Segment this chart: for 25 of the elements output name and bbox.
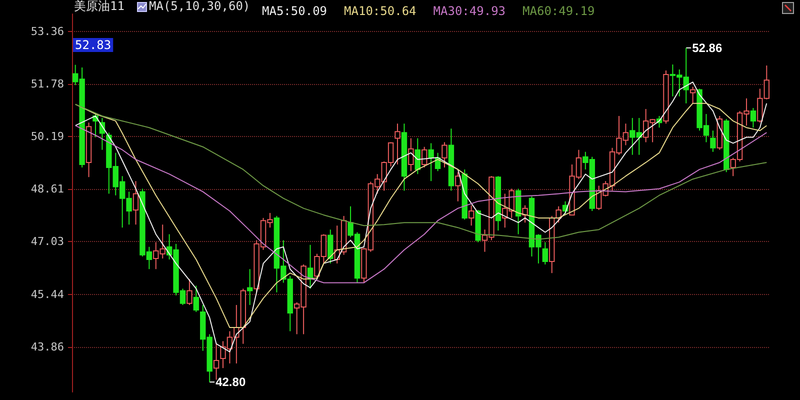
y-tick-label: 43.86 <box>30 340 64 354</box>
line-series <box>74 125 768 284</box>
chart-subtitle: MA(5,10,30,60) <box>149 0 250 13</box>
y-tick-label: 50.19 <box>30 130 64 144</box>
candlestick <box>428 142 434 182</box>
candlestick <box>132 180 139 226</box>
annotation: 52.83 <box>75 38 112 52</box>
y-tick-label: 48.61 <box>30 182 64 196</box>
annotation: 42.80 <box>216 375 246 390</box>
y-tick-label: 53.36 <box>30 24 64 38</box>
chart-title: 美原油11 <box>74 0 124 13</box>
candlestick <box>247 268 253 306</box>
candlestick <box>401 123 408 192</box>
line-series <box>74 102 768 328</box>
line-series <box>74 82 768 352</box>
y-tick-label: 51.78 <box>30 77 64 90</box>
text: MA60:49.19 <box>522 4 595 18</box>
text: MA30:49.93 <box>433 4 506 18</box>
annotation: 52.86 <box>692 40 722 55</box>
y-tick-label: 47.03 <box>30 235 64 248</box>
text: MA10:50.64 <box>344 4 416 18</box>
text: MA5:50.09 <box>262 4 328 18</box>
candlestick <box>448 128 454 192</box>
y-tick-label: 45.44 <box>30 288 64 301</box>
candlestick <box>394 123 400 165</box>
